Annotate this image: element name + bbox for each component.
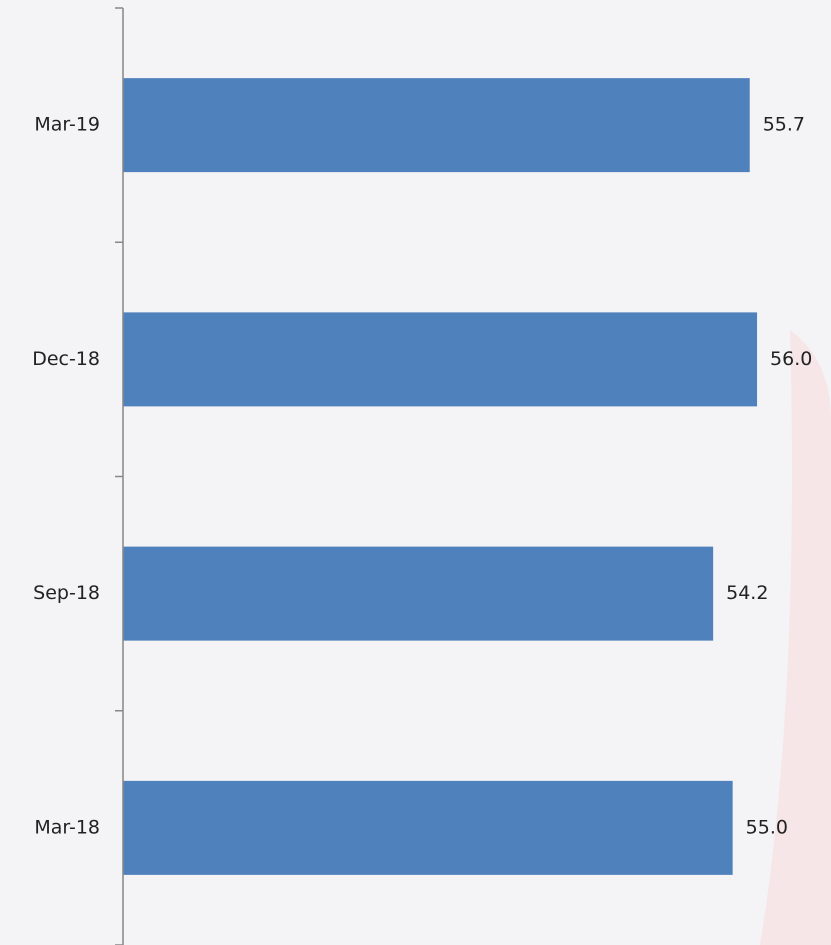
bar [123,546,714,641]
bar [123,78,750,173]
data-label: 56.0 [770,348,812,370]
bar [123,312,758,407]
y-tick-label: Mar-18 [34,816,100,838]
background-decoration [760,330,831,945]
data-label: 55.0 [746,816,788,838]
y-tick-label: Mar-19 [34,114,100,136]
bar [123,780,733,875]
data-label: 54.2 [726,582,768,604]
y-tick-label: Dec-18 [32,348,100,370]
y-tick-label: Sep-18 [33,582,100,604]
data-label: 55.7 [763,114,805,136]
